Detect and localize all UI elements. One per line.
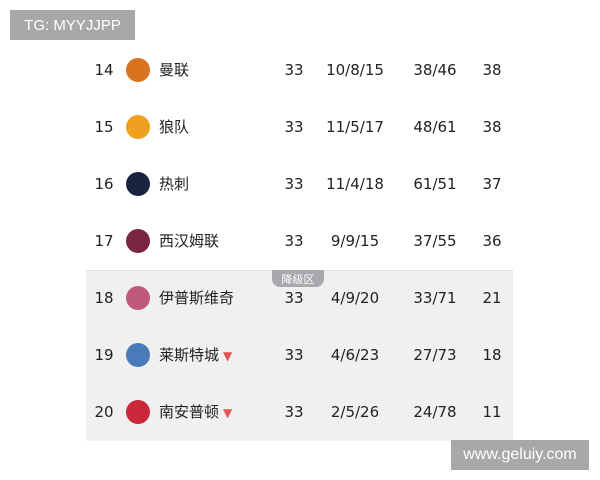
table-row[interactable]: 15 狼队 33 11/5/17 48/61 38: [86, 107, 513, 147]
points: 21: [482, 289, 502, 307]
win-draw-loss: 4/6/23: [330, 346, 380, 364]
team-logo-icon: [126, 229, 150, 253]
down-arrow-icon: ▼: [223, 406, 233, 420]
rank: 16: [94, 175, 114, 193]
team-name: 曼联: [159, 61, 190, 79]
rank: 14: [94, 61, 114, 79]
rank: 20: [94, 403, 114, 421]
team-name: 伊普斯维奇: [159, 289, 235, 307]
goals: 27/73: [413, 346, 457, 364]
watermark-top-left: TG: MYYJJPP: [10, 10, 135, 40]
relegation-zone-badge: 降级区: [272, 270, 324, 287]
team-logo-icon: [126, 58, 150, 82]
table-row[interactable]: 19 莱斯特城 ▼ 33 4/6/23 27/73 18: [86, 335, 513, 375]
team-logo-icon: [126, 115, 150, 139]
team-name: 热刺: [159, 175, 190, 193]
relegation-zone: [86, 270, 513, 441]
win-draw-loss: 11/4/18: [326, 175, 384, 193]
team-logo-icon: [126, 343, 150, 367]
played: 33: [284, 175, 304, 193]
rank: 18: [94, 289, 114, 307]
win-draw-loss: 9/9/15: [330, 232, 380, 250]
table-row[interactable]: 18 伊普斯维奇 33 4/9/20 33/71 21: [86, 278, 513, 318]
rank: 17: [94, 232, 114, 250]
played: 33: [284, 289, 304, 307]
team-name: 狼队: [159, 118, 190, 136]
goals: 48/61: [413, 118, 457, 136]
watermark-bottom-right: www.geluiy.com: [451, 440, 589, 470]
played: 33: [284, 61, 304, 79]
played: 33: [284, 118, 304, 136]
points: 36: [482, 232, 502, 250]
points: 38: [482, 61, 502, 79]
team-logo-icon: [126, 172, 150, 196]
points: 38: [482, 118, 502, 136]
goals: 24/78: [413, 403, 457, 421]
table-row[interactable]: 20 南安普顿 ▼ 33 2/5/26 24/78 11: [86, 392, 513, 432]
team-logo-icon: [126, 400, 150, 424]
team-name: 莱斯特城 ▼: [159, 346, 233, 364]
goals: 37/55: [413, 232, 457, 250]
goals: 33/71: [413, 289, 457, 307]
table-row[interactable]: 16 热刺 33 11/4/18 61/51 37: [86, 164, 513, 204]
win-draw-loss: 2/5/26: [330, 403, 380, 421]
team-logo-icon: [126, 286, 150, 310]
down-arrow-icon: ▼: [223, 349, 233, 363]
table-row[interactable]: 14 曼联 33 10/8/15 38/46 38: [86, 50, 513, 90]
rank: 19: [94, 346, 114, 364]
win-draw-loss: 4/9/20: [330, 289, 380, 307]
rank: 15: [94, 118, 114, 136]
win-draw-loss: 10/8/15: [326, 61, 384, 79]
points: 37: [482, 175, 502, 193]
win-draw-loss: 11/5/17: [326, 118, 384, 136]
points: 11: [482, 403, 502, 421]
team-name: 南安普顿 ▼: [159, 403, 233, 421]
points: 18: [482, 346, 502, 364]
table-row[interactable]: 17 西汉姆联 33 9/9/15 37/55 36: [86, 221, 513, 261]
played: 33: [284, 232, 304, 250]
played: 33: [284, 403, 304, 421]
goals: 61/51: [413, 175, 457, 193]
team-name: 西汉姆联: [159, 232, 220, 250]
goals: 38/46: [413, 61, 457, 79]
played: 33: [284, 346, 304, 364]
